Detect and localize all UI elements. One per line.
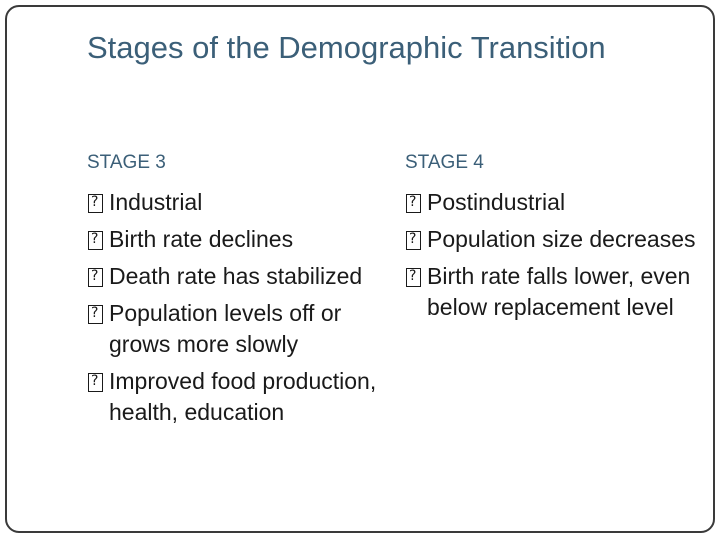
stage-3-heading: STAGE 3 [87,152,166,173]
slide-frame: Stages of the Demographic Transition STA… [5,5,715,533]
stage-3-bullet-birth-rate: Birth rate declines [87,224,387,255]
stage-4-bullet-list: Postindustrial Population size decreases… [405,187,705,329]
bullet-text: Death rate has stabilized [109,263,363,289]
stage-4-bullet-postindustrial: Postindustrial [405,187,705,218]
bullet-text: Birth rate falls lower, even below repla… [427,263,691,320]
stage-3-bullet-population: Population levels off or grows more slow… [87,298,387,360]
stage-3-bullet-list: Industrial Birth rate declines Death rat… [87,187,387,434]
bullet-text: Birth rate declines [109,226,294,252]
stage-4-bullet-birth-rate: Birth rate falls lower, even below repla… [405,261,705,323]
bullet-text: Population levels off or grows more slow… [109,300,342,357]
stage-4-heading: STAGE 4 [405,152,484,173]
bullet-text: Postindustrial [427,189,566,215]
stage-3-bullet-industrial: Industrial [87,187,387,218]
bullet-text: Population size decreases [427,226,696,252]
bullet-text: Improved food production, health, educat… [109,368,377,425]
stage-3-bullet-improved: Improved food production, health, educat… [87,366,387,428]
slide-title: Stages of the Demographic Transition [87,30,606,65]
bullet-text: Industrial [109,189,203,215]
stage-4-bullet-population-size: Population size decreases [405,224,705,255]
stage-3-bullet-death-rate: Death rate has stabilized [87,261,387,292]
